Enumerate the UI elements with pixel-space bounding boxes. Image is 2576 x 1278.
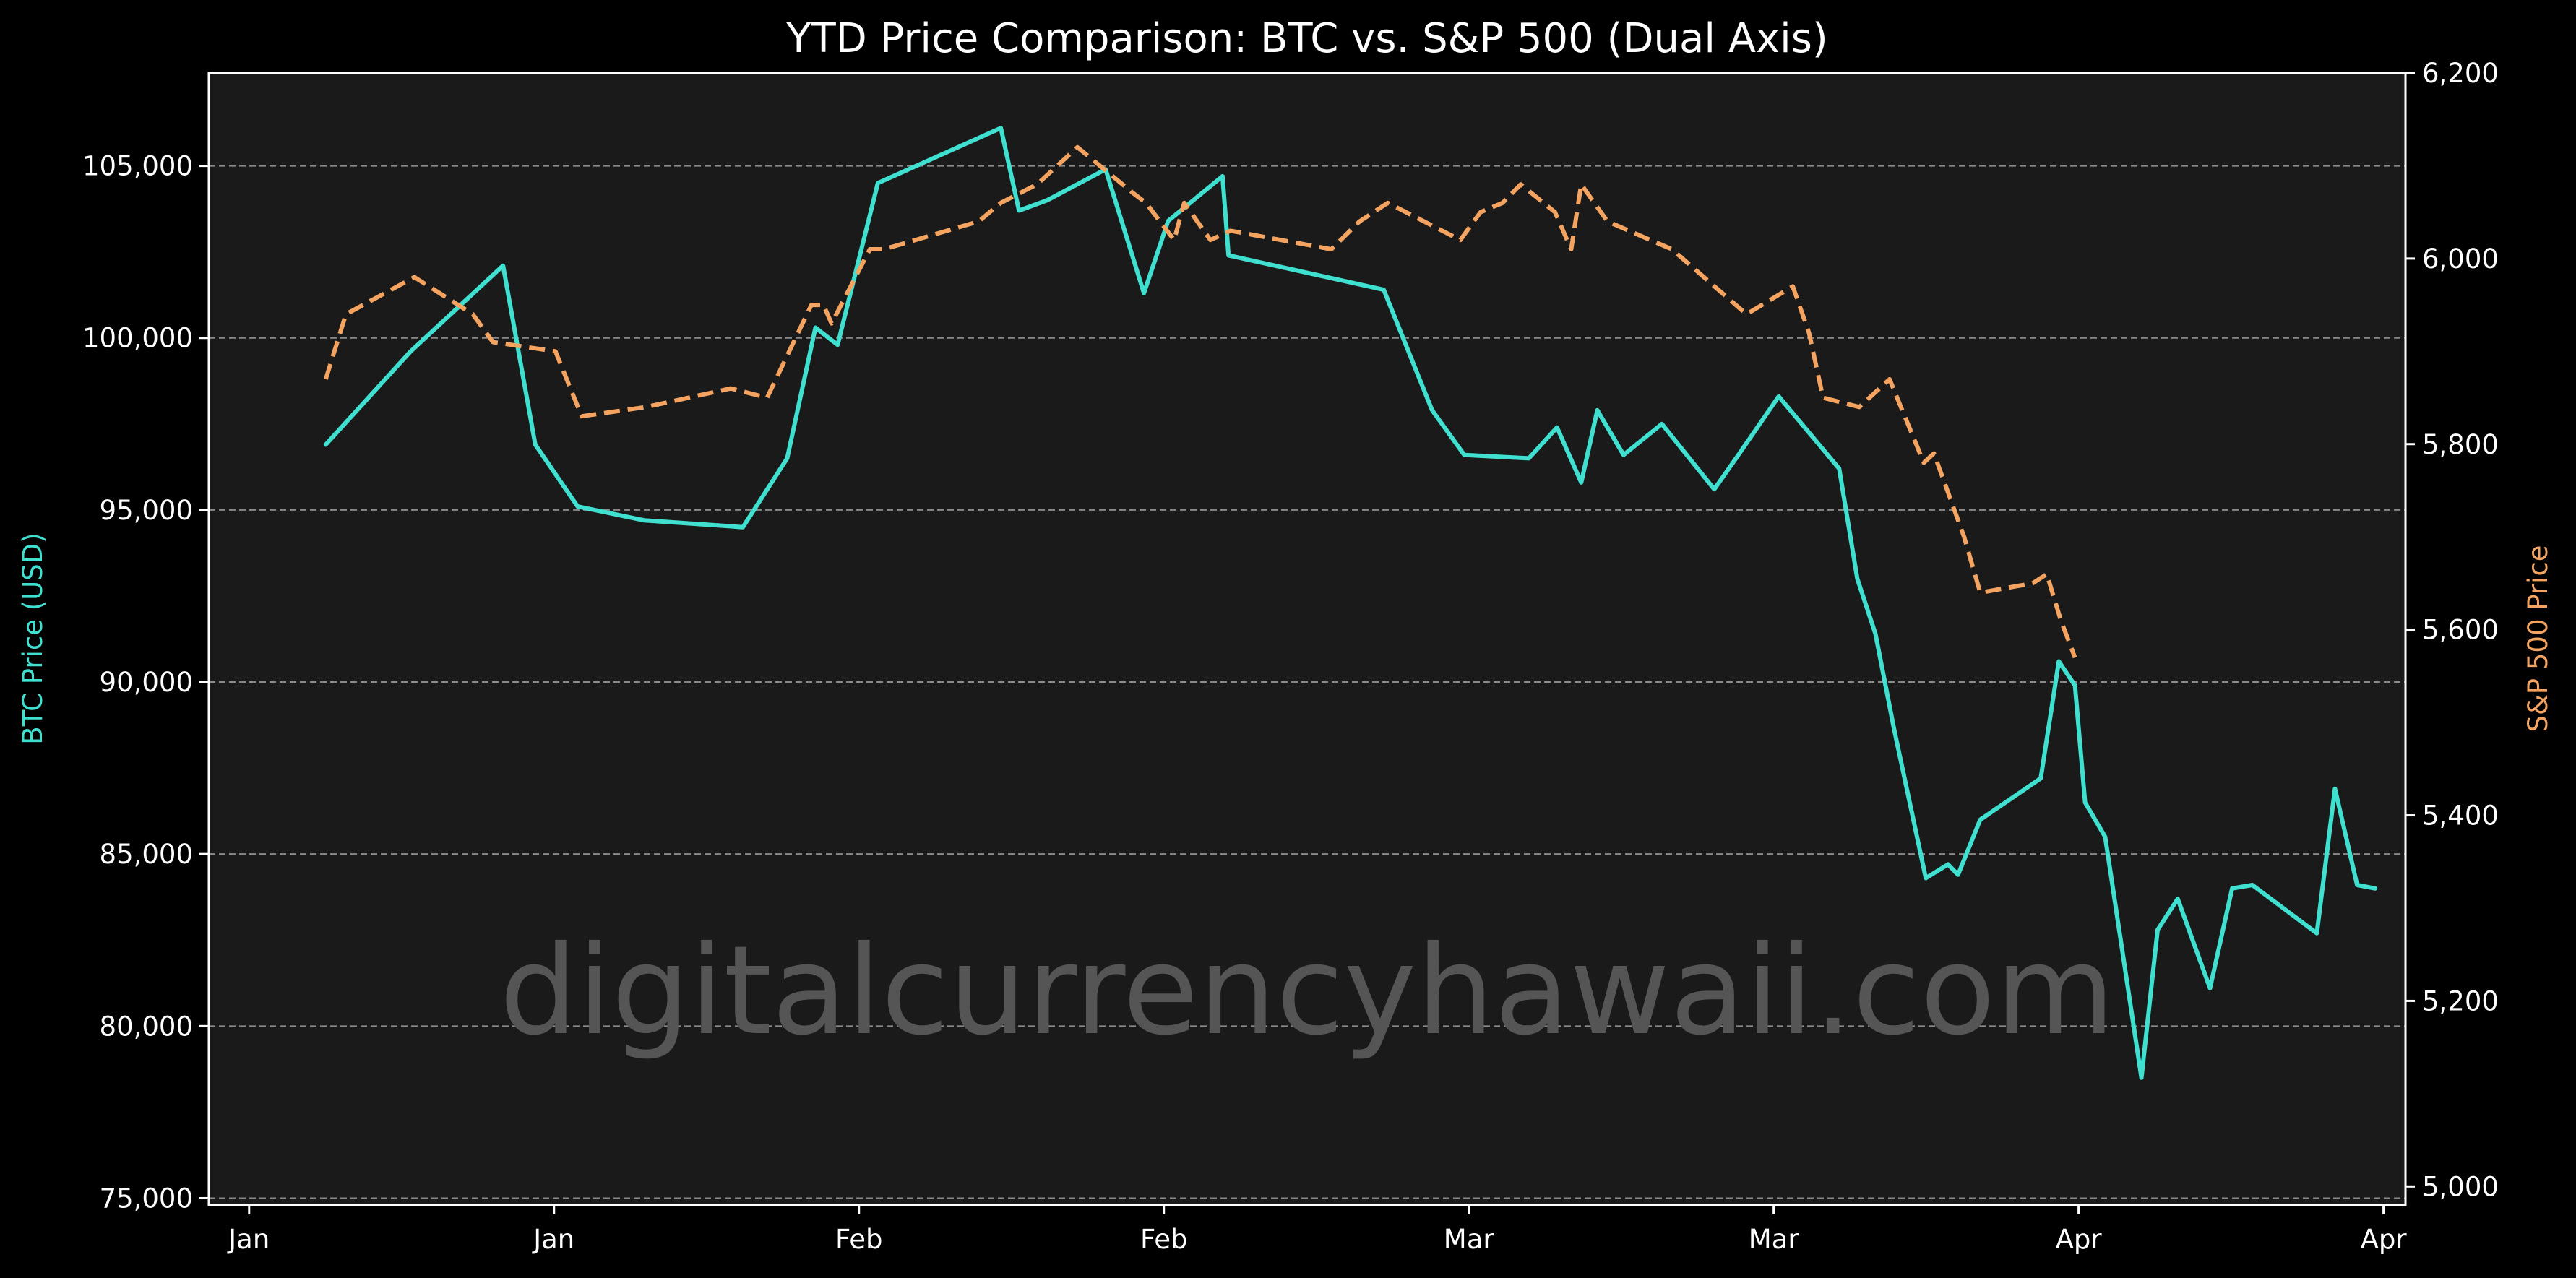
watermark: digitalcurrencyhawaii.com xyxy=(499,920,2115,1063)
axis-ticks: 75,000 80,000 85,000 90,000 95,000 100,000 105… xyxy=(82,58,2499,1255)
series-line-spx xyxy=(323,144,2077,659)
x-tick-label: Feb xyxy=(835,1224,883,1255)
x-tick-label: Jan xyxy=(532,1224,574,1255)
grid-lines xyxy=(209,165,2405,1199)
x-tick-label: Mar xyxy=(1444,1224,1495,1255)
x-tick-label: Apr xyxy=(2361,1224,2408,1255)
y-tick-label-left: 90,000 xyxy=(100,667,193,698)
y-tick-label-left: 80,000 xyxy=(100,1011,193,1042)
y-tick-label-right: 5,600 xyxy=(2422,615,2499,646)
y-tick-label-right: 5,400 xyxy=(2422,800,2499,832)
y-axis-label-left: BTC Price (USD) xyxy=(17,532,48,744)
y-tick-label-left: 85,000 xyxy=(100,839,193,870)
x-tick-label: Feb xyxy=(1140,1224,1188,1255)
x-tick-label: Apr xyxy=(2056,1224,2103,1255)
y-tick-label-right: 5,000 xyxy=(2422,1171,2499,1202)
series-line-btc xyxy=(323,126,2378,1080)
y-tick-label-right: 6,000 xyxy=(2422,243,2499,275)
y-tick-label-left: 95,000 xyxy=(100,495,193,526)
y-tick-label-left: 100,000 xyxy=(82,323,193,354)
series-lines xyxy=(323,126,2378,1080)
chart-title: YTD Price Comparison: BTC vs. S&P 500 (D… xyxy=(785,15,1828,62)
y-tick-label-right: 5,200 xyxy=(2422,985,2499,1016)
y-tick-label-left: 105,000 xyxy=(82,151,193,182)
y-tick-label-left: 75,000 xyxy=(100,1183,193,1214)
plot-area xyxy=(209,73,2405,1205)
x-tick-label: Mar xyxy=(1749,1224,1800,1255)
x-tick-label: Jan xyxy=(227,1224,270,1255)
y-axis-label-right: S&P 500 Price xyxy=(2523,545,2554,732)
plot-frame xyxy=(207,72,2407,1206)
y-tick-label-right: 5,800 xyxy=(2422,429,2499,460)
y-tick-label-right: 6,200 xyxy=(2422,58,2499,89)
